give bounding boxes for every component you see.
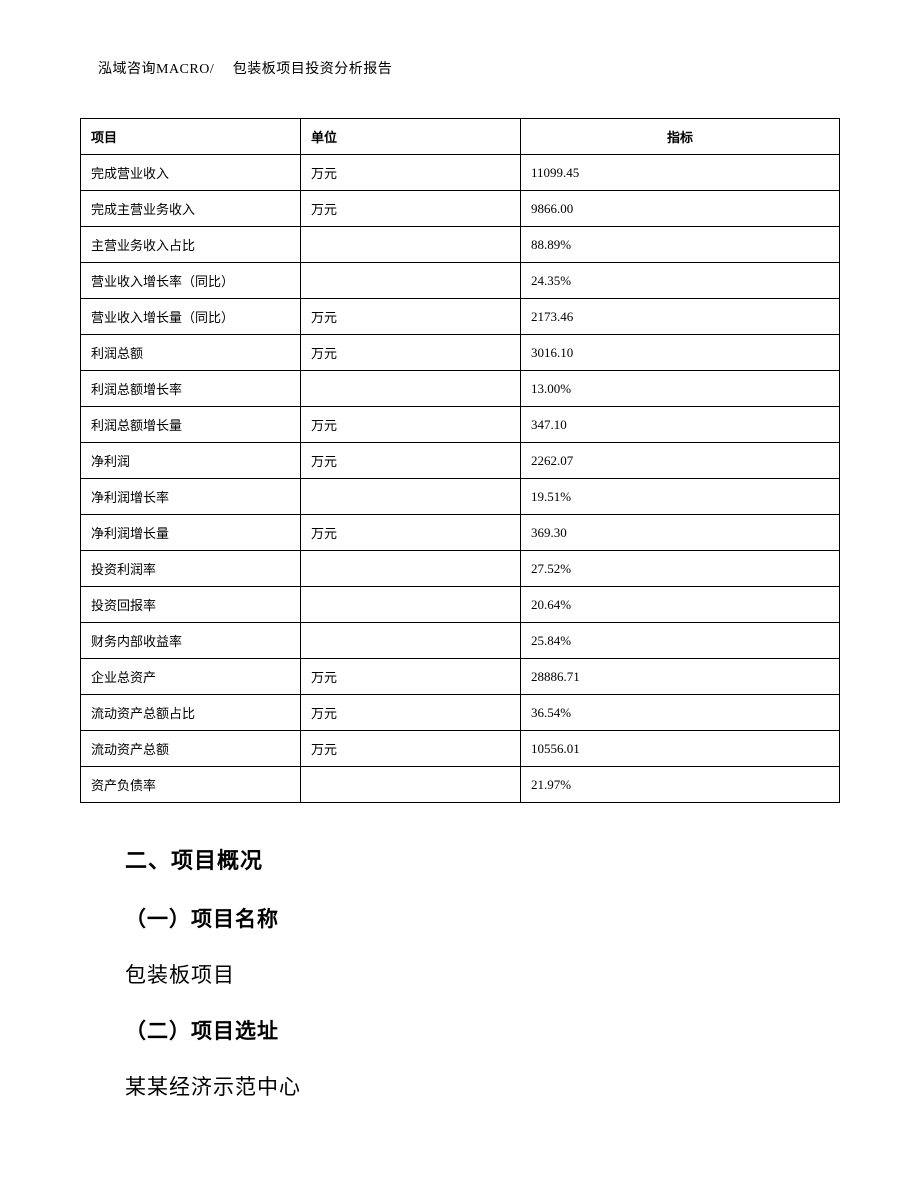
cell-unit [301,479,521,515]
cell-indicator: 3016.10 [521,335,840,371]
cell-item: 净利润增长量 [81,515,301,551]
table-row: 投资利润率 27.52% [81,551,840,587]
cell-indicator: 21.97% [521,767,840,803]
col-header-unit: 单位 [301,119,521,155]
cell-item: 流动资产总额占比 [81,695,301,731]
table-row: 流动资产总额占比 万元 36.54% [81,695,840,731]
cell-indicator: 19.51% [521,479,840,515]
cell-item: 营业收入增长量（同比） [81,299,301,335]
cell-unit: 万元 [301,443,521,479]
cell-unit: 万元 [301,299,521,335]
cell-unit [301,551,521,587]
cell-indicator: 369.30 [521,515,840,551]
cell-unit: 万元 [301,659,521,695]
cell-unit [301,623,521,659]
cell-item: 净利润 [81,443,301,479]
section-heading: 二、项目概况 [125,843,795,875]
body-para-2: 某某经济示范中心 [125,1071,795,1101]
cell-unit: 万元 [301,155,521,191]
cell-indicator: 11099.45 [521,155,840,191]
cell-unit: 万元 [301,191,521,227]
cell-item: 投资回报率 [81,587,301,623]
cell-item: 资产负债率 [81,767,301,803]
col-header-item: 项目 [81,119,301,155]
page-header: 泓域咨询MACRO/ 包装板项目投资分析报告 [98,58,392,78]
table-row: 净利润增长量 万元 369.30 [81,515,840,551]
table-row: 利润总额增长量 万元 347.10 [81,407,840,443]
cell-indicator: 28886.71 [521,659,840,695]
body-para-1: 包装板项目 [125,959,795,989]
cell-item: 营业收入增长率（同比） [81,263,301,299]
cell-indicator: 88.89% [521,227,840,263]
table-row: 投资回报率 20.64% [81,587,840,623]
cell-item: 主营业务收入占比 [81,227,301,263]
cell-unit: 万元 [301,515,521,551]
cell-item: 利润总额增长率 [81,371,301,407]
cell-indicator: 36.54% [521,695,840,731]
cell-unit [301,227,521,263]
table-row: 企业总资产 万元 28886.71 [81,659,840,695]
financial-table: 项目 单位 指标 完成营业收入 万元 11099.45 完成主营业务收入 万元 … [80,118,840,803]
cell-unit: 万元 [301,695,521,731]
cell-item: 利润总额增长量 [81,407,301,443]
cell-unit [301,587,521,623]
table-row: 营业收入增长量（同比） 万元 2173.46 [81,299,840,335]
cell-unit: 万元 [301,731,521,767]
cell-item: 净利润增长率 [81,479,301,515]
cell-unit [301,371,521,407]
table-row: 利润总额 万元 3016.10 [81,335,840,371]
cell-indicator: 9866.00 [521,191,840,227]
header-text: 泓域咨询MACRO/ 包装板项目投资分析报告 [98,62,392,77]
cell-unit: 万元 [301,335,521,371]
sub-heading-1: （一）项目名称 [125,903,795,933]
cell-unit [301,767,521,803]
cell-unit [301,263,521,299]
cell-item: 完成主营业务收入 [81,191,301,227]
table-row: 净利润增长率 19.51% [81,479,840,515]
table-row: 资产负债率 21.97% [81,767,840,803]
cell-indicator: 2173.46 [521,299,840,335]
table-row: 净利润 万元 2262.07 [81,443,840,479]
table-row: 财务内部收益率 25.84% [81,623,840,659]
body-text-section: 二、项目概况 （一）项目名称 包装板项目 （二）项目选址 某某经济示范中心 [80,843,840,1101]
cell-item: 流动资产总额 [81,731,301,767]
cell-item: 企业总资产 [81,659,301,695]
cell-indicator: 20.64% [521,587,840,623]
cell-indicator: 25.84% [521,623,840,659]
col-header-indicator: 指标 [521,119,840,155]
cell-indicator: 347.10 [521,407,840,443]
cell-indicator: 24.35% [521,263,840,299]
cell-indicator: 10556.01 [521,731,840,767]
cell-item: 完成营业收入 [81,155,301,191]
table-row: 完成营业收入 万元 11099.45 [81,155,840,191]
sub-heading-2: （二）项目选址 [125,1015,795,1045]
cell-unit: 万元 [301,407,521,443]
table-row: 主营业务收入占比 88.89% [81,227,840,263]
cell-indicator: 2262.07 [521,443,840,479]
cell-item: 投资利润率 [81,551,301,587]
cell-item: 利润总额 [81,335,301,371]
content-wrapper: 项目 单位 指标 完成营业收入 万元 11099.45 完成主营业务收入 万元 … [80,118,840,1127]
table-row: 利润总额增长率 13.00% [81,371,840,407]
cell-indicator: 27.52% [521,551,840,587]
table-header-row: 项目 单位 指标 [81,119,840,155]
table-row: 营业收入增长率（同比） 24.35% [81,263,840,299]
table-row: 流动资产总额 万元 10556.01 [81,731,840,767]
cell-indicator: 13.00% [521,371,840,407]
table-row: 完成主营业务收入 万元 9866.00 [81,191,840,227]
cell-item: 财务内部收益率 [81,623,301,659]
